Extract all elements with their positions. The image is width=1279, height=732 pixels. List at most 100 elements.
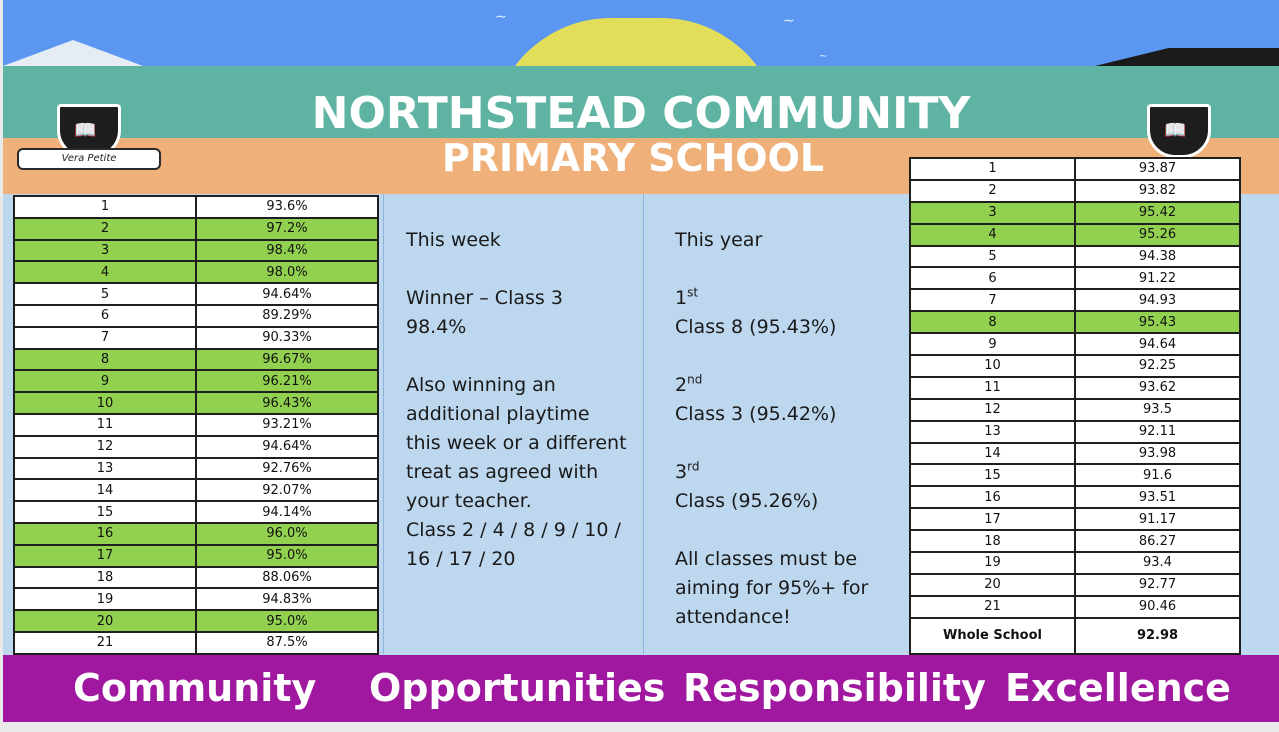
attendance-value-cell: 90.33% — [195, 325, 379, 350]
place-text: Class (95.26%) — [675, 490, 819, 512]
attendance-value-cell: 92.07% — [195, 478, 379, 503]
weekly-attendance-table: 1 93.6% 2 97.2% 3 98.4% 4 98.0% 5 94.64% 6 89.29% 7 9… — [13, 195, 379, 655]
class-number-cell: 1 — [909, 157, 1076, 181]
attendance-value-cell: 93.98 — [1074, 441, 1241, 466]
column-divider — [383, 194, 384, 654]
table-row: 3 98.4% — [13, 238, 379, 263]
place-suffix: nd — [687, 372, 703, 387]
attendance-value-cell: 96.0% — [195, 521, 379, 546]
attendance-value-cell: 94.64 — [1074, 332, 1241, 357]
bird-icon: ∼ — [495, 9, 507, 25]
class-number-cell: 3 — [13, 238, 197, 263]
table-row: 8 95.43 — [909, 310, 1241, 335]
table-row: 4 98.0% — [13, 260, 379, 285]
attendance-value-cell: 93.21% — [195, 412, 379, 437]
attendance-value-cell: 96.43% — [195, 391, 379, 415]
value-responsibility: Responsibility — [683, 666, 986, 710]
book-icon: 📖 — [74, 120, 97, 141]
table-row: 9 96.21% — [13, 369, 379, 394]
table-row: 5 94.38 — [909, 244, 1241, 269]
class-number-cell: 21 — [13, 630, 197, 655]
class-number-cell: 7 — [909, 288, 1076, 313]
this-year-heading: This year — [675, 229, 763, 251]
attendance-value-cell: 93.4 — [1074, 551, 1241, 575]
table-row: 12 93.5 — [909, 397, 1241, 422]
class-number-cell: 6 — [13, 303, 197, 328]
table-row: 15 94.14% — [13, 500, 379, 524]
class-list-line: Class 2 / 4 / 8 / 9 / 10 / — [406, 519, 621, 541]
class-number-cell: 9 — [13, 369, 197, 394]
class-number-cell: 8 — [13, 347, 197, 372]
attendance-value-cell: 96.67% — [195, 347, 379, 372]
table-row: 19 94.83% — [13, 587, 379, 612]
class-number-cell: 14 — [909, 441, 1076, 466]
class-number-cell: 14 — [13, 478, 197, 503]
class-number-cell: 19 — [13, 587, 197, 612]
table-row: 11 93.21% — [13, 412, 379, 437]
school-crest-right: 📖 — [1103, 104, 1223, 184]
whole-school-value: 92.98 — [1074, 616, 1241, 655]
class-number-cell: 9 — [909, 332, 1076, 357]
class-number-cell: 8 — [909, 310, 1076, 335]
attendance-value-cell: 95.26 — [1074, 222, 1241, 247]
class-number-cell: 6 — [909, 266, 1076, 291]
table-row: 19 93.4 — [909, 551, 1241, 575]
place-rank: 2nd — [675, 371, 905, 400]
class-number-cell: 10 — [13, 391, 197, 415]
table-row: 21 87.5% — [13, 630, 379, 655]
table-row: 14 92.07% — [13, 478, 379, 503]
class-number-cell: 16 — [13, 521, 197, 546]
class-number-cell: 18 — [13, 565, 197, 590]
table-row: 7 90.33% — [13, 325, 379, 350]
extra-line: additional playtime — [406, 403, 590, 425]
class-number-cell: 17 — [13, 543, 197, 568]
extra-line: treat as agreed with — [406, 461, 599, 483]
attendance-value-cell: 98.4% — [195, 238, 379, 263]
place-number: 1 — [675, 287, 688, 309]
class-number-cell: 20 — [13, 609, 197, 633]
class-number-cell: 1 — [13, 195, 197, 219]
table-row: 7 94.93 — [909, 288, 1241, 313]
table-row: 18 86.27 — [909, 529, 1241, 554]
class-number-cell: 12 — [13, 434, 197, 459]
attendance-value-cell: 93.51 — [1074, 485, 1241, 510]
winner-value: 98.4% — [406, 316, 467, 338]
attendance-value-cell: 95.42 — [1074, 200, 1241, 225]
place-text: Class 8 (95.43%) — [675, 316, 837, 338]
table-row: 3 95.42 — [909, 200, 1241, 225]
place-suffix: rd — [687, 459, 700, 474]
attendance-value-cell: 91.22 — [1074, 266, 1241, 291]
school-values-footer: Community Opportunities Responsibility E… — [3, 655, 1279, 722]
attendance-value-cell: 93.5 — [1074, 397, 1241, 422]
bird-icon: ∼ — [819, 51, 828, 62]
place-rank: 3rd — [675, 458, 905, 487]
table-row: 9 94.64 — [909, 332, 1241, 357]
class-number-cell: 13 — [909, 419, 1076, 444]
class-number-cell: 21 — [909, 594, 1076, 619]
table-row: 16 96.0% — [13, 521, 379, 546]
crest-shield: 📖 — [1147, 104, 1211, 158]
note-line: All classes must be — [675, 548, 858, 570]
attendance-value-cell: 93.82 — [1074, 178, 1241, 203]
table-row: 16 93.51 — [909, 485, 1241, 510]
attendance-value-cell: 95.0% — [195, 543, 379, 568]
attendance-value-cell: 88.06% — [195, 565, 379, 590]
attendance-value-cell: 94.64% — [195, 434, 379, 459]
table-row: 20 95.0% — [13, 609, 379, 633]
place-number: 3 — [675, 461, 688, 483]
attendance-value-cell: 92.11 — [1074, 419, 1241, 444]
value-community: Community — [73, 666, 317, 710]
class-number-cell: 3 — [909, 200, 1076, 225]
table-row: 15 91.6 — [909, 463, 1241, 488]
table-row: 4 95.26 — [909, 222, 1241, 247]
table-row: 10 96.43% — [13, 391, 379, 415]
class-number-cell: 11 — [909, 375, 1076, 400]
note-line: aiming for 95%+ for — [675, 577, 869, 599]
place-number: 2 — [675, 374, 688, 396]
value-excellence: Excellence — [1005, 666, 1231, 710]
extra-line: this week or a different — [406, 432, 627, 454]
attendance-value-cell: 97.2% — [195, 216, 379, 241]
attendance-value-cell: 91.17 — [1074, 507, 1241, 532]
class-number-cell: 2 — [13, 216, 197, 241]
attendance-value-cell: 98.0% — [195, 260, 379, 285]
